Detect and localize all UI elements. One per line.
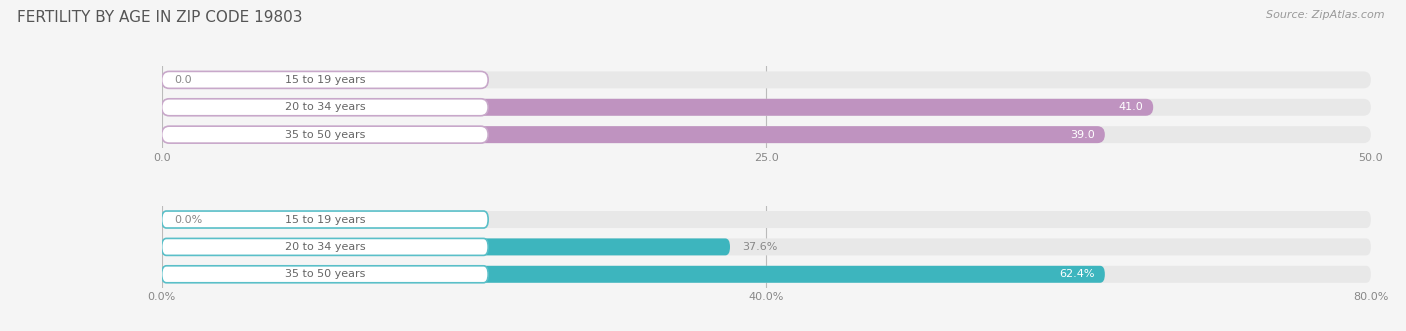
Text: 35 to 50 years: 35 to 50 years xyxy=(285,130,366,140)
FancyBboxPatch shape xyxy=(162,266,1371,283)
Text: 20 to 34 years: 20 to 34 years xyxy=(284,102,366,112)
Text: 0.0: 0.0 xyxy=(174,75,191,85)
FancyBboxPatch shape xyxy=(162,211,1371,228)
Text: 37.6%: 37.6% xyxy=(742,242,778,252)
FancyBboxPatch shape xyxy=(162,211,488,228)
FancyBboxPatch shape xyxy=(162,266,1105,283)
Text: 20 to 34 years: 20 to 34 years xyxy=(284,242,366,252)
FancyBboxPatch shape xyxy=(162,71,488,88)
FancyBboxPatch shape xyxy=(162,99,488,116)
Text: FERTILITY BY AGE IN ZIP CODE 19803: FERTILITY BY AGE IN ZIP CODE 19803 xyxy=(17,10,302,25)
FancyBboxPatch shape xyxy=(162,99,1371,116)
FancyBboxPatch shape xyxy=(162,266,488,283)
Text: 39.0: 39.0 xyxy=(1070,130,1095,140)
Text: 15 to 19 years: 15 to 19 years xyxy=(284,214,366,224)
Text: 41.0: 41.0 xyxy=(1119,102,1143,112)
FancyBboxPatch shape xyxy=(162,99,1153,116)
FancyBboxPatch shape xyxy=(162,238,730,256)
FancyBboxPatch shape xyxy=(162,126,1371,143)
Text: 62.4%: 62.4% xyxy=(1060,269,1095,279)
FancyBboxPatch shape xyxy=(162,238,1371,256)
FancyBboxPatch shape xyxy=(162,126,488,143)
FancyBboxPatch shape xyxy=(162,71,1371,88)
Text: 35 to 50 years: 35 to 50 years xyxy=(285,269,366,279)
Text: 0.0%: 0.0% xyxy=(174,214,202,224)
Text: Source: ZipAtlas.com: Source: ZipAtlas.com xyxy=(1267,10,1385,20)
Text: 15 to 19 years: 15 to 19 years xyxy=(284,75,366,85)
FancyBboxPatch shape xyxy=(162,126,1105,143)
FancyBboxPatch shape xyxy=(162,238,488,256)
